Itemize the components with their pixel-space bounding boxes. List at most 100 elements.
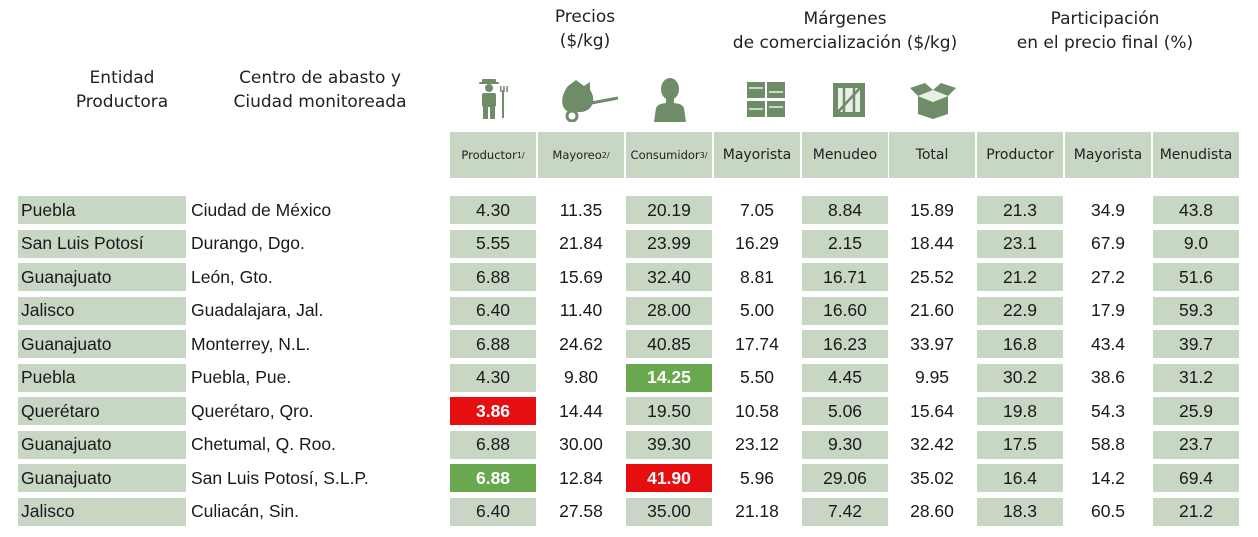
table-cell: 9.0 bbox=[1153, 229, 1239, 258]
table-cell: 28.60 bbox=[910, 501, 954, 521]
row-entidad: Puebla bbox=[18, 196, 186, 224]
table-cell: 27.2 bbox=[1090, 266, 1126, 287]
column-header-label: Mayorista bbox=[722, 147, 792, 163]
column-header-6: Total bbox=[889, 132, 975, 178]
table-cell: 39.30 bbox=[626, 430, 712, 459]
table-cell: 15.69 bbox=[559, 266, 603, 287]
table-cell: 35.02 bbox=[910, 467, 954, 488]
column-header-label: Total bbox=[915, 147, 949, 163]
table-cell: 16.23 bbox=[802, 330, 888, 358]
table-cell: 9.95 bbox=[914, 367, 950, 387]
table-cell: 14.44 bbox=[559, 400, 603, 421]
table-cell: 32.42 bbox=[910, 434, 954, 454]
column-header-3: Consumidor 3/ bbox=[626, 132, 712, 178]
table-cell: 38.6 bbox=[1090, 367, 1126, 387]
column-header-footnote: 2/ bbox=[601, 150, 610, 160]
table-cell: 34.9 bbox=[1090, 199, 1126, 220]
table-cell: 18.44 bbox=[910, 233, 954, 253]
table-cell: 17.5 bbox=[977, 430, 1063, 459]
row-entidad: San Luis Potosí bbox=[18, 229, 186, 258]
table-cell: 16.60 bbox=[802, 296, 888, 325]
column-header-footnote: 1/ bbox=[516, 150, 525, 160]
table-cell: 5.50 bbox=[739, 367, 775, 387]
column-header-4: Mayorista bbox=[714, 132, 800, 178]
column-header-8: Mayorista bbox=[1065, 132, 1151, 178]
table-cell: 69.4 bbox=[1153, 464, 1239, 492]
table-cell: 21.2 bbox=[977, 263, 1063, 291]
column-header-footnote: 3/ bbox=[699, 150, 708, 160]
table-cell: 33.97 bbox=[910, 333, 954, 354]
table-cell: 28.00 bbox=[626, 296, 712, 325]
row-centro: Durango, Dgo. bbox=[191, 233, 305, 253]
table-cell: 23.12 bbox=[735, 434, 779, 454]
table-cell: 35.00 bbox=[626, 497, 712, 526]
table-cell: 58.8 bbox=[1090, 434, 1126, 454]
header-precios: Precios ($/kg) bbox=[554, 7, 616, 51]
table-cell: 43.4 bbox=[1090, 333, 1126, 354]
table-cell: 6.88 bbox=[450, 263, 536, 291]
table-cell: 7.42 bbox=[802, 497, 888, 526]
table-cell: 2.15 bbox=[802, 229, 888, 258]
table-cell: 15.64 bbox=[910, 400, 954, 421]
table-cell: 54.3 bbox=[1090, 400, 1126, 421]
row-centro: Culiacán, Sin. bbox=[191, 501, 299, 521]
table-cell: 8.81 bbox=[739, 266, 775, 287]
column-header-5: Menudeo bbox=[802, 132, 888, 178]
header-margenes: Márgenes de comercialización ($/kg) bbox=[732, 9, 958, 53]
column-header-label: Mayorista bbox=[1073, 147, 1143, 163]
table-cell: 43.8 bbox=[1153, 196, 1239, 224]
row-entidad: Querétaro bbox=[18, 397, 186, 425]
row-entidad: Jalisco bbox=[18, 296, 186, 325]
column-header-label: Consumidor bbox=[630, 148, 700, 162]
table-cell: 14.25 bbox=[626, 363, 712, 392]
table-cell: 10.58 bbox=[735, 400, 779, 421]
table-cell: 5.06 bbox=[802, 397, 888, 425]
table-cell: 51.6 bbox=[1153, 263, 1239, 291]
table-cell: 60.5 bbox=[1090, 501, 1126, 521]
row-entidad: Jalisco bbox=[18, 497, 186, 526]
row-centro: Puebla, Pue. bbox=[191, 367, 292, 387]
header-centro: Centro de abasto y Ciudad monitoreada bbox=[233, 68, 407, 112]
table-cell: 40.85 bbox=[626, 330, 712, 358]
table-cell: 23.1 bbox=[977, 229, 1063, 258]
table-cell: 59.3 bbox=[1153, 296, 1239, 325]
table-cell: 21.60 bbox=[910, 300, 954, 320]
table-cell: 9.80 bbox=[563, 367, 599, 387]
table-cell: 17.9 bbox=[1090, 300, 1126, 320]
table-cell: 24.62 bbox=[559, 333, 603, 354]
table-cell: 6.88 bbox=[450, 430, 536, 459]
table-cell: 17.74 bbox=[735, 333, 779, 354]
table-cell: 12.84 bbox=[559, 467, 603, 488]
table-cell: 21.3 bbox=[977, 196, 1063, 224]
table-cell: 6.88 bbox=[450, 464, 536, 492]
farmer-icon bbox=[479, 79, 508, 119]
table-cell: 11.35 bbox=[559, 199, 603, 220]
table-cell: 8.84 bbox=[802, 196, 888, 224]
row-centro: Guadalajara, Jal. bbox=[191, 300, 324, 320]
table-cell: 6.88 bbox=[450, 330, 536, 358]
column-header-label: Productor bbox=[986, 147, 1054, 163]
table-cell: 29.06 bbox=[802, 464, 888, 492]
row-centro: Ciudad de México bbox=[191, 199, 332, 220]
table-cell: 19.50 bbox=[626, 397, 712, 425]
table-cell: 23.99 bbox=[626, 229, 712, 258]
table-cell: 23.7 bbox=[1153, 430, 1239, 459]
table-cell: 5.55 bbox=[450, 229, 536, 258]
row-centro: San Luis Potosí, S.L.P. bbox=[191, 467, 369, 488]
row-centro: León, Gto. bbox=[191, 266, 273, 287]
row-centro: Querétaro, Qro. bbox=[191, 400, 314, 421]
table-cell: 21.18 bbox=[735, 501, 779, 521]
table-cell: 7.05 bbox=[739, 199, 775, 220]
table-cell: 16.4 bbox=[977, 464, 1063, 492]
header-entidad: Entidad Productora bbox=[75, 68, 169, 112]
table-cell: 41.90 bbox=[626, 464, 712, 492]
wheelbarrow-sack-icon bbox=[562, 80, 619, 122]
row-centro: Monterrey, N.L. bbox=[191, 333, 311, 354]
table-cell: 31.2 bbox=[1153, 363, 1239, 392]
table-cell: 16.71 bbox=[802, 263, 888, 291]
table-cell: 6.40 bbox=[450, 296, 536, 325]
column-header-9: Menudista bbox=[1153, 132, 1239, 178]
table-cell: 4.30 bbox=[450, 196, 536, 224]
column-header-2: Mayoreo 2/ bbox=[538, 132, 624, 178]
column-header-label: Menudista bbox=[1159, 147, 1233, 163]
